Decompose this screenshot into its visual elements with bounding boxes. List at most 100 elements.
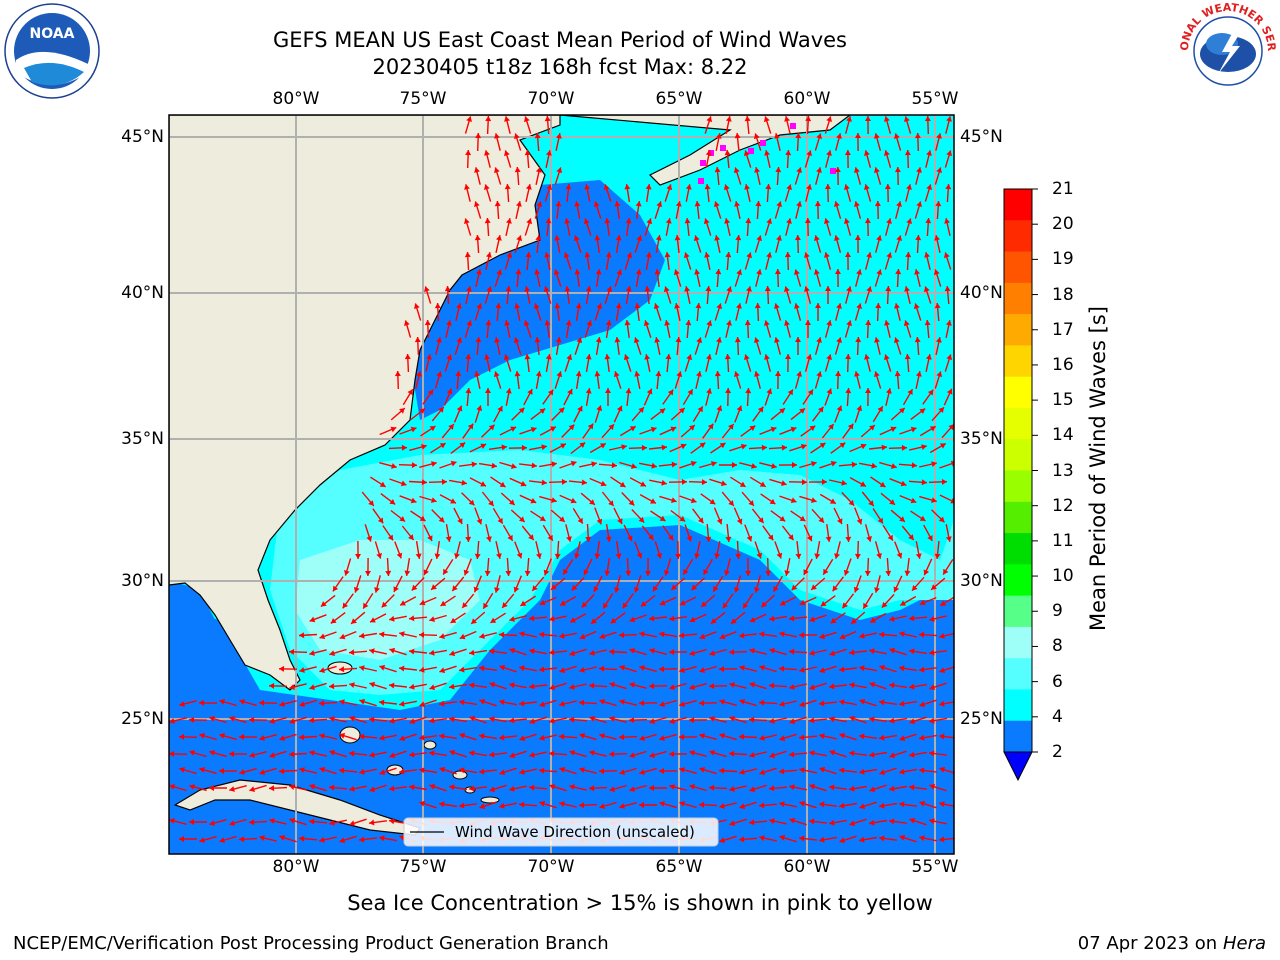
- island-shape: [423, 740, 437, 750]
- wind-arrow: [349, 682, 367, 689]
- wind-arrow: [398, 462, 418, 469]
- wind-arrow: [745, 217, 752, 237]
- wind-arrow: [734, 405, 743, 423]
- wind-arrow: [368, 716, 388, 723]
- wind-arrow: [814, 133, 822, 151]
- wind-arrow: [744, 184, 751, 202]
- sea-ice-markers: [698, 123, 836, 184]
- wind-arrow: [521, 525, 535, 541]
- wind-arrow: [803, 524, 813, 542]
- wind-arrow: [289, 817, 307, 826]
- wind-arrow: [919, 461, 937, 468]
- wind-arrow: [602, 593, 614, 609]
- wind-arrow: [662, 525, 674, 541]
- footer-date: 07 Apr 2023 on: [1077, 933, 1223, 954]
- wind-arrow: [724, 558, 731, 576]
- sea-ice-cell: [698, 178, 704, 184]
- wind-arrow: [379, 664, 397, 673]
- wind-arrow: [859, 698, 877, 707]
- wind-arrow: [394, 541, 403, 559]
- wind-arrow: [449, 648, 467, 657]
- wind-arrow: [439, 766, 457, 775]
- wind-arrow: [869, 681, 887, 690]
- wind-arrow: [885, 218, 892, 236]
- wind-arrow: [934, 371, 943, 389]
- wind-arrow: [944, 285, 951, 305]
- wind-arrow: [868, 716, 888, 723]
- wind-arrow: [565, 524, 572, 542]
- wind-arrow: [794, 371, 802, 389]
- wind-arrow: [474, 405, 483, 423]
- wind-arrow: [268, 682, 288, 689]
- wind-arrow: [458, 767, 478, 774]
- wind-arrow: [795, 337, 801, 355]
- wind-arrow: [649, 785, 667, 791]
- wind-arrow: [573, 405, 583, 423]
- wind-arrow: [714, 235, 721, 253]
- wind-arrow: [488, 444, 508, 451]
- wind-arrow: [895, 268, 902, 288]
- wind-arrow: [534, 201, 543, 219]
- wind-arrow: [812, 406, 824, 422]
- wind-arrow: [470, 611, 486, 625]
- wind-arrow: [369, 819, 387, 826]
- wind-arrow: [865, 252, 872, 270]
- wind-arrow: [628, 717, 648, 724]
- wind-arrow: [839, 835, 857, 844]
- wind-arrow: [613, 405, 623, 423]
- colorbar-tick-label: 21: [1052, 179, 1074, 199]
- wind-arrow: [580, 492, 596, 506]
- wind-arrow: [699, 733, 717, 740]
- wind-arrow: [330, 612, 346, 624]
- wind-arrow: [481, 424, 495, 438]
- wind-arrow: [463, 558, 472, 576]
- wind-arrow: [719, 835, 737, 843]
- wind-arrow: [601, 491, 615, 507]
- wind-arrow: [931, 406, 945, 422]
- wind-arrow: [759, 462, 777, 469]
- wind-arrow: [808, 478, 828, 485]
- colorbar-tick-label: 12: [1052, 495, 1074, 516]
- wind-arrow: [734, 269, 742, 287]
- wind-arrow: [789, 683, 807, 690]
- wind-arrow: [559, 632, 577, 639]
- wind-arrow: [189, 819, 207, 825]
- wind-arrow: [399, 665, 417, 672]
- wind-arrow: [641, 525, 655, 541]
- wind-arrow: [450, 442, 466, 454]
- wind-arrow: [499, 461, 517, 469]
- wind-arrow: [639, 802, 657, 808]
- wind-arrow: [738, 733, 758, 740]
- wind-arrow: [733, 507, 743, 525]
- wind-arrow: [934, 167, 942, 185]
- wind-arrow: [622, 593, 634, 609]
- wind-arrow: [734, 575, 742, 593]
- wind-arrow: [914, 269, 921, 287]
- wind-arrow: [919, 835, 937, 842]
- wind-arrow: [514, 303, 521, 321]
- wind-arrow: [899, 733, 917, 742]
- wind-arrow: [544, 115, 551, 135]
- wind-arrow: [485, 319, 492, 339]
- sea-ice-cell: [760, 140, 766, 146]
- wind-arrow: [369, 751, 387, 758]
- wind-arrow: [429, 682, 447, 691]
- wind-arrow: [644, 218, 653, 236]
- wind-arrow: [898, 462, 918, 469]
- wind-arrow: [490, 476, 506, 488]
- wind-arrow: [259, 835, 277, 842]
- wind-arrow: [734, 371, 742, 389]
- wind-arrow: [725, 251, 732, 271]
- wind-arrow: [538, 767, 558, 774]
- wave-band-8-9: [295, 540, 480, 660]
- wind-arrow: [682, 558, 694, 576]
- wind-arrow: [489, 716, 507, 723]
- wind-arrow: [348, 750, 368, 757]
- wind-arrow: [569, 683, 587, 690]
- wind-arrow: [408, 784, 428, 791]
- wind-arrow: [639, 493, 657, 505]
- footer-org: NCEP/EMC/Verification Post Processing Pr…: [13, 933, 609, 954]
- wind-arrow: [464, 218, 472, 236]
- wind-arrow: [898, 665, 918, 672]
- wind-arrow: [918, 666, 938, 673]
